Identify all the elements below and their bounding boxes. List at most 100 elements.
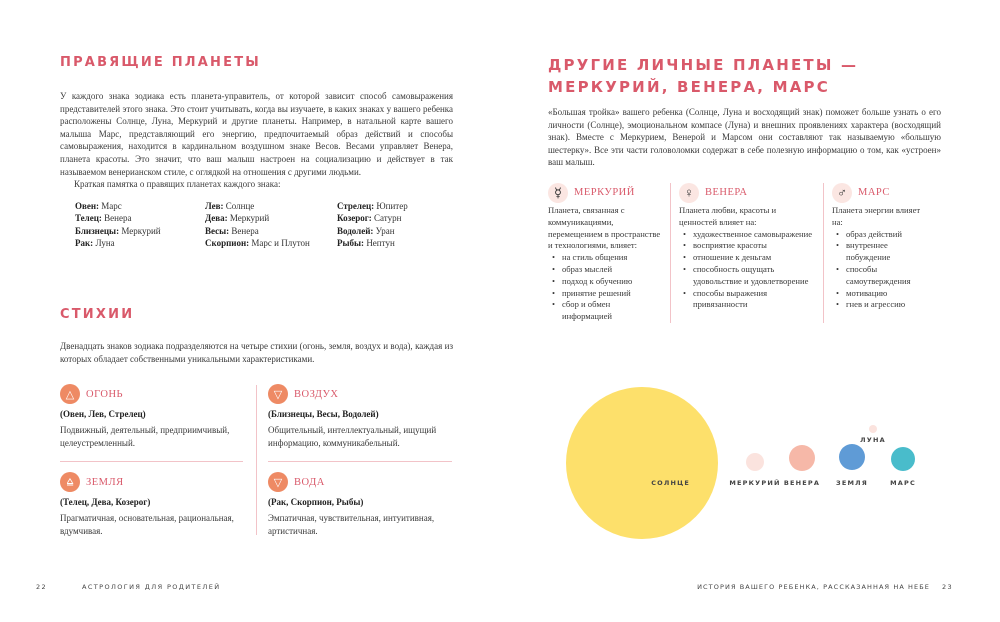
planet-circle-4	[891, 447, 915, 471]
planet-column: ☿ МЕРКУРИЙ Планета, связанная с коммуникац…	[548, 182, 670, 323]
planet-circle-2	[789, 445, 815, 471]
ruling-planet: Меркурий	[229, 213, 270, 224]
ruling-planet: Луна	[95, 237, 115, 248]
ruling-planet: Венера	[231, 225, 259, 236]
element-description: Прагматичная, основательная, рациональна…	[60, 513, 234, 536]
ruling-planet: Венера	[104, 213, 132, 224]
running-title: АСТРОЛОГИЯ ДЛЯ РОДИТЕЛЕЙ	[82, 583, 221, 591]
planet-label: МАРС	[890, 479, 916, 487]
divider	[256, 385, 257, 535]
ruling-planets-title: ПРАВЯЩИЕ ПЛАНЕТЫ	[60, 55, 261, 70]
element-description: Эмпатичная, чувствительная, интуитивная,…	[268, 513, 435, 536]
planet-intro: Планета, связанная с коммуникациями, пер…	[548, 204, 661, 251]
element-description: Подвижный, деятельный, предприимчивый, ц…	[60, 425, 230, 448]
list-item: образ мыслей	[548, 264, 662, 276]
planet-circle-5	[869, 425, 877, 433]
list-item: внутреннее побуждение	[832, 240, 926, 264]
list-item: принятие решений	[548, 288, 662, 300]
other-planets-title-line2: МЕРКУРИЙ, ВЕНЕРА, МАРС	[548, 78, 830, 96]
element-name: ОГОНЬ	[86, 388, 124, 400]
ruling-planet: Марс	[101, 200, 122, 211]
sign-name: Скорпион:	[205, 237, 250, 248]
element-header: ⩠ ЗЕМЛЯ	[60, 472, 244, 492]
planet-circle-3	[839, 444, 865, 470]
element-card: △ ОГОНЬ (Овен, Лев, Стрелец) Подвижный, дея…	[60, 384, 244, 449]
planet-influence-list: художественное самовыражениевосприятие к…	[679, 229, 815, 312]
other-planets-section: ДРУГИЕ ЛИЧНЫЕ ПЛАНЕТЫ — МЕРКУРИЙ, ВЕНЕРА…	[548, 54, 941, 323]
planet-circle-0	[566, 387, 718, 539]
running-title: ИСТОРИЯ ВАШЕГО РЕБЕНКА, РАССКАЗАННАЯ НА …	[697, 583, 930, 591]
ruling-planet: Солнце	[225, 200, 255, 211]
planet-label: МЕРКУРИЙ	[729, 479, 781, 487]
planet-influence-list: на стиль общенияобраз мыслейподход к обу…	[548, 252, 662, 323]
list-item: образ действий	[832, 229, 926, 241]
table-row: Близнецы: Меркурий	[75, 225, 205, 237]
element-card: ▽ ВОЗДУХ (Близнецы, Весы, Водолей) Общитель…	[268, 384, 452, 449]
page-number: 22	[36, 583, 48, 591]
divider	[268, 461, 452, 462]
planet-circle-1	[746, 453, 764, 471]
list-item: гнев и агрессию	[832, 299, 926, 311]
ruling-planet: Нептун	[366, 237, 395, 248]
planet-header: ♀ ВЕНЕРА	[679, 182, 815, 203]
list-item: художественное самовыражение	[679, 229, 815, 241]
sign-name: Весы:	[205, 225, 230, 236]
planet-name: ВЕНЕРА	[705, 187, 748, 199]
fire-triangle-icon: △	[60, 384, 80, 404]
mercury-symbol-icon: ☿	[548, 182, 568, 203]
divider	[60, 461, 243, 462]
ruling-planet: Меркурий	[121, 225, 161, 236]
water-triangle-icon: ▽	[268, 472, 288, 492]
list-item: способность ощущать удовольствие и удовл…	[679, 264, 815, 288]
element-description: Общительный, интеллектуальный, ищущий ин…	[268, 425, 437, 448]
other-planets-body: «Большая тройка» вашего ребенка (Солнце,…	[548, 107, 941, 168]
table-row: Рыбы: Нептун	[337, 237, 457, 249]
element-signs: (Рак, Скорпион, Рыбы)	[268, 497, 364, 507]
planet-header: ☿ МЕРКУРИЙ	[548, 182, 662, 203]
element-card: ▽ ВОДА (Рак, Скорпион, Рыбы) Эмпатичная, чу…	[268, 472, 452, 537]
table-row: Рак: Луна	[75, 237, 205, 249]
other-planets-title-line1: ДРУГИЕ ЛИЧНЫЕ ПЛАНЕТЫ —	[548, 56, 859, 74]
list-item: способы самоутверждения	[832, 264, 926, 288]
mars-symbol-icon: ♂	[832, 182, 852, 203]
planet-intro: Планета любви, красоты и ценностей влияе…	[679, 204, 777, 227]
ruling-planets-table: Овен: Марс Телец: Венера Близнецы: Меркури…	[75, 200, 453, 250]
list-item: подход к обучению	[548, 276, 662, 288]
planet-label: ЗЕМЛЯ	[836, 479, 868, 487]
divider	[670, 182, 671, 323]
planet-intro: Планета энергии влияет на:	[832, 204, 921, 227]
planet-label: ЛУНА	[860, 436, 886, 444]
venus-symbol-icon: ♀	[679, 182, 699, 203]
list-item: мотивацию	[832, 288, 926, 300]
list-item: на стиль общения	[548, 252, 662, 264]
element-header: △ ОГОНЬ	[60, 384, 244, 404]
ruling-planet: Юпитер	[376, 200, 408, 211]
planet-label: СОЛНЦЕ	[651, 479, 690, 487]
sign-name: Рак:	[75, 237, 94, 248]
sign-name: Близнецы:	[75, 225, 120, 236]
list-item: восприятие красоты	[679, 240, 815, 252]
page-number: 23	[942, 583, 954, 591]
table-row: Стрелец: Юпитер	[337, 200, 457, 212]
sign-name: Стрелец:	[337, 200, 375, 211]
divider	[823, 182, 824, 323]
air-triangle-icon: ▽	[268, 384, 288, 404]
ruling-planet: Марс и Плутон	[251, 237, 310, 248]
ruling-memo: Краткая памятка о правящих планетах кажд…	[74, 179, 281, 190]
table-row: Овен: Марс	[75, 200, 205, 212]
element-signs: (Телец, Дева, Козерог)	[60, 497, 151, 507]
ruling-planets-section: ПРАВЯЩИЕ ПЛАНЕТЫ У каждого знака зодиака…	[60, 55, 453, 249]
element-header: ▽ ВОДА	[268, 472, 452, 492]
element-name: ВОЗДУХ	[294, 388, 339, 400]
sign-name: Козерог:	[337, 213, 372, 224]
table-row: Козерог: Сатурн	[337, 212, 457, 224]
element-header: ▽ ВОЗДУХ	[268, 384, 452, 404]
planet-columns: ☿ МЕРКУРИЙ Планета, связанная с коммуникац…	[548, 182, 941, 323]
planet-header: ♂ МАРС	[832, 182, 926, 203]
sign-name: Телец:	[75, 213, 102, 224]
list-item: отношение к деньгам	[679, 252, 815, 264]
ruling-planet: Уран	[375, 225, 395, 236]
sign-name: Лев:	[205, 200, 224, 211]
planet-influence-list: образ действийвнутреннее побуждениеспосо…	[832, 229, 926, 312]
